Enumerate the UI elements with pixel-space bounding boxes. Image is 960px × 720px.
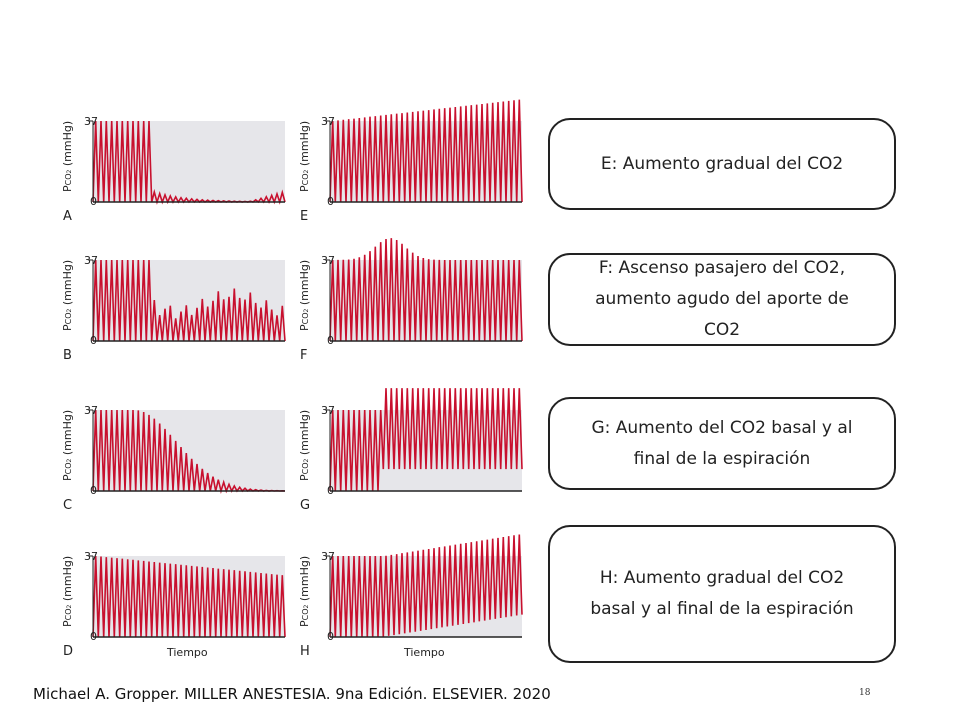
citation: Michael A. Gropper. MILLER ANESTESIA. 9n…	[33, 685, 551, 703]
box-line: CO2	[703, 320, 741, 340]
page-number: 18	[859, 688, 871, 698]
capnogram-a-plot	[89, 120, 286, 205]
y-tick-0: 0	[90, 334, 97, 347]
capnogram-panel-c: PCO2 (mmHg) 37 0 C	[55, 397, 286, 513]
y-tick-0: 0	[90, 630, 97, 643]
capnogram-panel-b: PCO2 (mmHg) 37 0 B	[55, 247, 286, 363]
y-tick-37: 37	[321, 115, 335, 128]
capnogram-panel-a: PCO2 (mmHg) 37 0 A	[55, 108, 286, 224]
y-axis-label: PCO2 (mmHg)	[298, 259, 311, 331]
capnogram-panel-g: PCO2 (mmHg) 37 0 G	[292, 388, 523, 513]
capnogram-panel-e: PCO2 (mmHg) 37 0 E	[292, 99, 523, 224]
box-line: F: Ascenso pasajero del CO2,	[598, 258, 846, 278]
y-tick-0: 0	[327, 630, 334, 643]
description-box-f: F: Ascenso pasajero del CO2, aumento agu…	[548, 253, 896, 346]
y-tick-0: 0	[90, 195, 97, 208]
y-axis-label: PCO2 (mmHg)	[61, 409, 74, 481]
y-axis-label: PCO2 (mmHg)	[298, 409, 311, 481]
panel-letter: D	[63, 644, 74, 659]
capnogram-c-plot	[89, 409, 286, 495]
panel-letter: C	[63, 498, 73, 513]
description-box-g: G: Aumento del CO2 basal y al final de l…	[548, 397, 896, 490]
capnogram-g-plot	[326, 388, 523, 492]
x-axis-label: Tiempo	[404, 646, 445, 659]
y-tick-0: 0	[327, 484, 334, 497]
y-tick-37: 37	[84, 115, 98, 128]
y-tick-37: 37	[84, 550, 98, 563]
box-line: final de la espiración	[633, 448, 811, 469]
y-tick-0: 0	[90, 484, 97, 497]
y-tick-37: 37	[84, 404, 98, 417]
capnogram-d-plot	[89, 555, 286, 638]
y-tick-37: 37	[321, 404, 335, 417]
y-axis-label: PCO2 (mmHg)	[298, 120, 311, 192]
y-axis-label: PCO2 (mmHg)	[61, 120, 74, 192]
capnogram-h-plot	[326, 534, 523, 638]
y-axis-label: PCO2 (mmHg)	[61, 259, 74, 331]
capnogram-e-plot	[326, 99, 523, 203]
capnogram-b-plot	[89, 259, 286, 342]
box-line: basal y al final de la espiración	[590, 599, 854, 619]
y-tick-37: 37	[84, 254, 98, 267]
box-line: G: Aumento del CO2 basal y al	[591, 417, 853, 438]
capnogram-panel-f: PCO2 (mmHg) 37 0 F	[292, 238, 523, 363]
capnogram-f-plot	[326, 238, 523, 342]
panel-letter: A	[63, 209, 72, 224]
box-line: E: Aumento gradual del CO2	[600, 153, 844, 174]
y-tick-37: 37	[321, 254, 335, 267]
capnogram-panel-h: PCO2 (mmHg) 37 0 H Tiempo	[292, 534, 523, 659]
capnogram-panel-d: PCO2 (mmHg) 37 0 D Tiempo	[55, 543, 286, 659]
panel-letter: B	[63, 348, 72, 363]
y-tick-0: 0	[327, 334, 334, 347]
description-box-e: E: Aumento gradual del CO2	[548, 118, 896, 210]
x-axis-label: Tiempo	[167, 646, 208, 659]
box-line: H: Aumento gradual del CO2	[599, 568, 845, 588]
y-axis-label: PCO2 (mmHg)	[298, 555, 311, 627]
description-box-h: H: Aumento gradual del CO2 basal y al fi…	[548, 525, 896, 663]
y-tick-37: 37	[321, 550, 335, 563]
panel-letter: F	[300, 348, 308, 363]
panel-letter: E	[300, 209, 309, 224]
y-tick-0: 0	[327, 195, 334, 208]
panel-letter: H	[300, 644, 310, 659]
y-axis-label: PCO2 (mmHg)	[61, 555, 74, 627]
panel-letter: G	[300, 498, 311, 513]
box-line: aumento agudo del aporte de	[595, 289, 849, 309]
